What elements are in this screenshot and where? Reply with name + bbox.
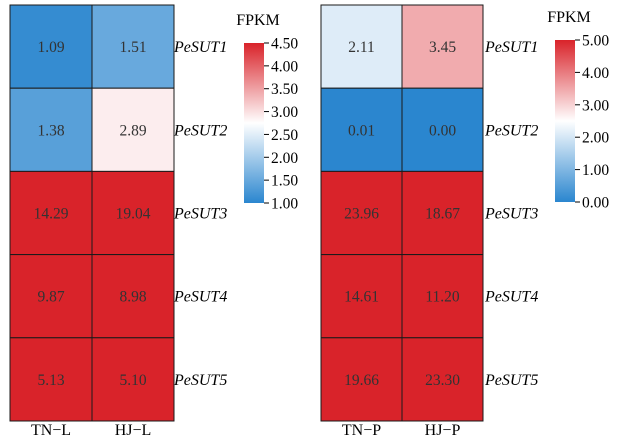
cell-value-label: 18.67 bbox=[425, 206, 460, 223]
heatmap-cell bbox=[9, 337, 93, 422]
legend-tick-label: 1.00 bbox=[271, 196, 298, 213]
heatmap-cell bbox=[320, 254, 403, 339]
cell-value-label: 14.29 bbox=[34, 206, 69, 223]
row-label: PeSUT4 bbox=[173, 289, 227, 306]
heatmap-cell bbox=[401, 4, 484, 89]
heatmap-cell bbox=[320, 337, 403, 422]
cell-value-label: 1.09 bbox=[37, 39, 64, 56]
cell-value-label: 2.89 bbox=[119, 122, 146, 139]
heatmap-cell bbox=[91, 87, 175, 172]
legend-colorbar bbox=[555, 40, 575, 202]
cell-value-label: 0.00 bbox=[429, 122, 456, 139]
cell-value-label: 9.87 bbox=[37, 289, 64, 306]
legend-tick-label: 0.00 bbox=[582, 195, 609, 212]
color-legend: FPKM 1.00 1.50 2.00 2.50 3.00 3.50 4.00 4.50 bbox=[236, 12, 298, 213]
legend-tick-label: 2.50 bbox=[271, 127, 298, 144]
legend-tick-label: 2.00 bbox=[271, 150, 298, 167]
cell-value-label: 23.30 bbox=[425, 372, 460, 389]
cell-value-label: 0.01 bbox=[348, 122, 375, 139]
row-label: PeSUT3 bbox=[173, 206, 227, 223]
cell-value-label: 11.20 bbox=[425, 289, 460, 306]
heatmap-cell bbox=[91, 254, 175, 339]
heatmap-panel-pod: 2.11 3.45 0.01 0.00 23.96 18.67 14.61 11.20 19.6… bbox=[320, 4, 609, 439]
legend-tick-label: 1.50 bbox=[271, 173, 298, 190]
row-label: PeSUT1 bbox=[484, 39, 538, 56]
cell-value-label: 5.10 bbox=[119, 372, 146, 389]
column-label: HJ−P bbox=[425, 422, 461, 439]
legend-tick-label: 4.00 bbox=[582, 65, 609, 82]
heatmap-cell bbox=[401, 87, 484, 172]
legend-title: FPKM bbox=[547, 9, 591, 26]
color-legend: FPKM 0.00 1.00 2.00 3.00 4.00 5.00 bbox=[547, 9, 609, 212]
heatmap-cell bbox=[401, 254, 484, 339]
legend-tick-label: 2.00 bbox=[582, 130, 609, 147]
cell-value-label: 2.11 bbox=[348, 39, 375, 56]
legend-tick-label: 1.00 bbox=[582, 162, 609, 179]
legend-tick-label: 3.00 bbox=[582, 97, 609, 114]
cell-value-label: 1.51 bbox=[119, 39, 146, 56]
heatmap-cell bbox=[91, 170, 175, 256]
row-label: PeSUT3 bbox=[484, 206, 538, 223]
legend-tick-label: 5.00 bbox=[582, 33, 609, 50]
heatmap-panels: 1.09 1.51 1.38 2.89 14.29 19.04 9.87 8.98 5.13 5.… bbox=[9, 4, 609, 439]
heatmap-cell bbox=[91, 4, 175, 89]
heatmap-cell bbox=[320, 170, 403, 256]
row-label: PeSUT2 bbox=[173, 122, 227, 139]
column-label: TN−P bbox=[342, 422, 381, 439]
cell-value-label: 19.04 bbox=[116, 206, 151, 223]
cell-value-label: 5.13 bbox=[37, 372, 64, 389]
legend-tick-label: 3.00 bbox=[271, 104, 298, 121]
legend-tick-label: 4.00 bbox=[271, 58, 298, 75]
legend-tick-label: 3.50 bbox=[271, 81, 298, 98]
heatmap-cell bbox=[9, 87, 93, 172]
cell-value-label: 14.61 bbox=[344, 289, 379, 306]
row-label: PeSUT5 bbox=[173, 372, 227, 389]
row-label: PeSUT1 bbox=[173, 39, 227, 56]
column-label: TN−L bbox=[31, 422, 71, 439]
cell-value-label: 1.38 bbox=[37, 122, 64, 139]
legend-title: FPKM bbox=[236, 12, 280, 29]
heatmap-cell bbox=[401, 170, 484, 256]
heatmap-panel-leaf: 1.09 1.51 1.38 2.89 14.29 19.04 9.87 8.98 5.13 5.… bbox=[9, 4, 298, 439]
column-label: HJ−L bbox=[115, 422, 152, 439]
cell-value-label: 3.45 bbox=[429, 39, 456, 56]
legend-colorbar bbox=[244, 43, 264, 203]
row-label: PeSUT5 bbox=[484, 372, 538, 389]
cell-value-label: 23.96 bbox=[344, 206, 379, 223]
cell-value-label: 19.66 bbox=[344, 372, 379, 389]
heatmap-cell bbox=[9, 170, 93, 256]
legend-tick-label: 4.50 bbox=[271, 36, 298, 53]
row-label: PeSUT2 bbox=[484, 122, 538, 139]
row-label: PeSUT4 bbox=[484, 289, 538, 306]
heatmap-cell bbox=[91, 337, 175, 422]
heatmap-cell bbox=[401, 337, 484, 422]
heatmap-cell bbox=[9, 4, 93, 89]
heatmap-cell bbox=[320, 4, 403, 89]
cell-value-label: 8.98 bbox=[119, 289, 146, 306]
